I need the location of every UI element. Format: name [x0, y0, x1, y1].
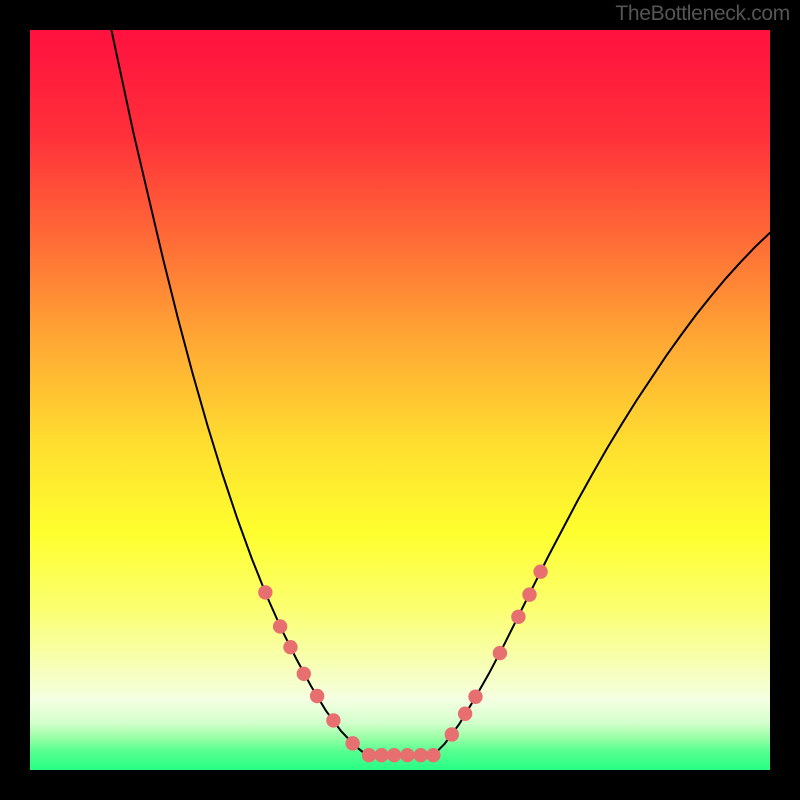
- data-marker: [297, 667, 311, 681]
- chart-container: [30, 30, 770, 770]
- data-marker: [511, 610, 525, 624]
- data-marker: [445, 727, 459, 741]
- data-marker: [273, 619, 287, 633]
- data-marker: [468, 690, 482, 704]
- data-marker: [493, 646, 507, 660]
- data-marker: [345, 736, 359, 750]
- data-marker: [362, 748, 376, 762]
- data-marker: [310, 689, 324, 703]
- data-marker: [374, 748, 388, 762]
- data-marker: [326, 713, 340, 727]
- data-marker: [414, 748, 428, 762]
- watermark-text: TheBottleneck.com: [615, 2, 790, 26]
- data-marker: [387, 748, 401, 762]
- bottleneck-curve-chart: [30, 30, 770, 770]
- data-marker: [283, 640, 297, 654]
- chart-background: [30, 30, 770, 770]
- data-marker: [533, 564, 547, 578]
- data-marker: [522, 587, 536, 601]
- data-marker: [458, 707, 472, 721]
- data-marker: [426, 748, 440, 762]
- data-marker: [258, 585, 272, 599]
- data-marker: [400, 748, 414, 762]
